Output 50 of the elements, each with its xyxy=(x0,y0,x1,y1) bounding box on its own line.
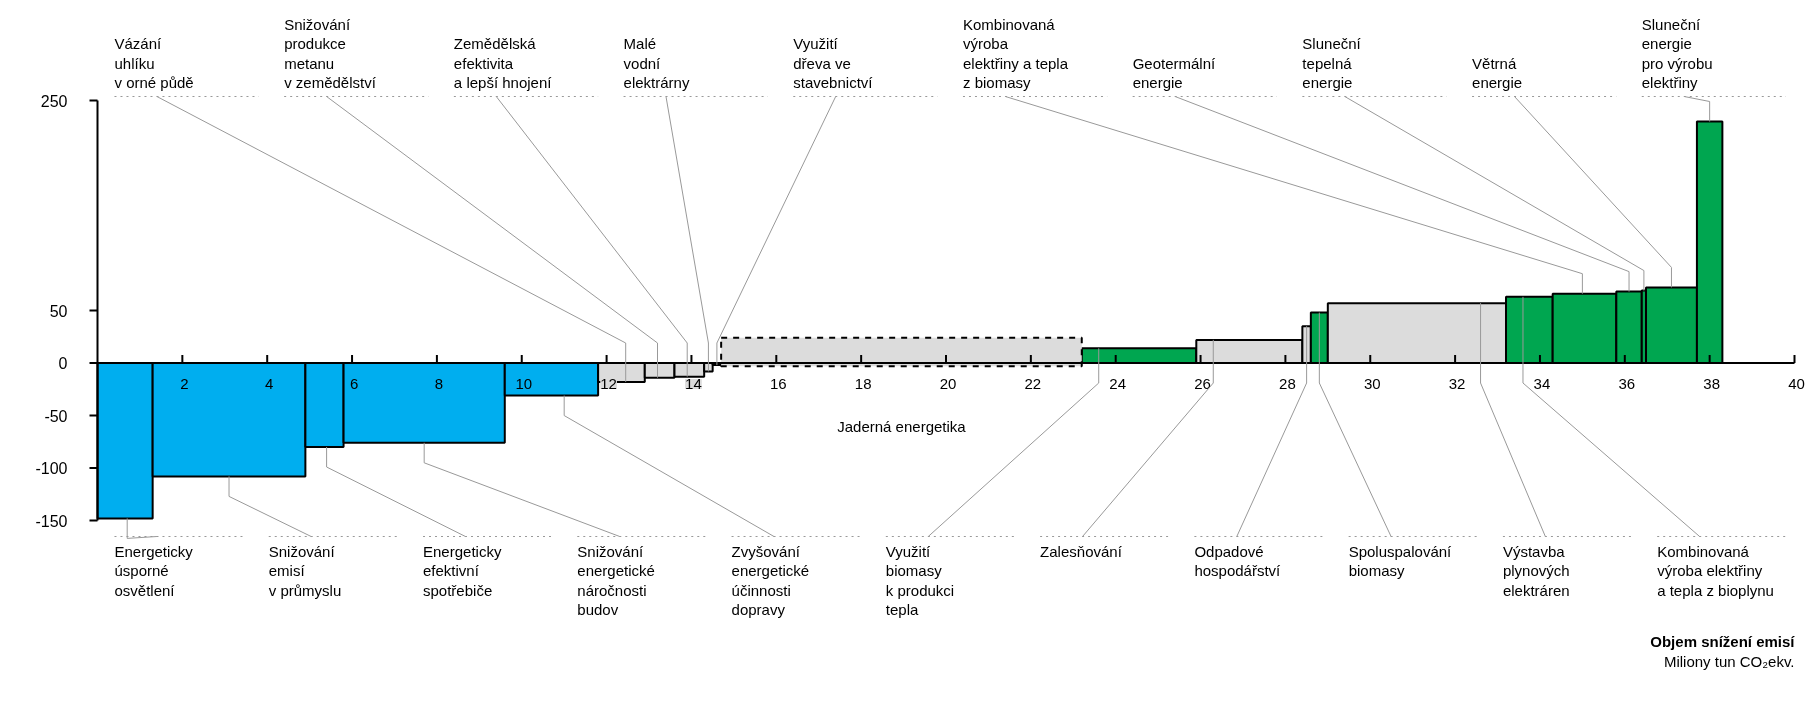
annotation: Větrná energie xyxy=(1472,54,1523,92)
annotation: Geotermální energie xyxy=(1132,54,1217,92)
annotation: Zalesňování xyxy=(1040,542,1123,560)
x-tick-label: 12 xyxy=(600,375,617,392)
annotation: Sluneční energie pro výrobu elektřiny xyxy=(1641,15,1713,92)
y-tick-label: 50 xyxy=(49,302,68,320)
annotation: Využití dřeva ve stavebnictví xyxy=(793,35,874,92)
x-tick-label: 2 xyxy=(180,375,189,392)
annotation: Energeticky úsporné osvětlení xyxy=(114,542,194,599)
annotation: Spoluspalování biomasy xyxy=(1348,542,1453,580)
annotation: Snižování emisí v průmyslu xyxy=(268,542,342,599)
text: Objem snížení emisí xyxy=(1650,632,1796,650)
y-tick-label: -100 xyxy=(35,460,68,477)
annotation: Zvyšování energetické účinnosti dopravy xyxy=(731,542,810,619)
x-tick-label: 26 xyxy=(1194,375,1211,392)
annotation: Odpadové hospodářství xyxy=(1194,542,1282,580)
annotation: Snižování energetické náročnosti budov xyxy=(577,542,655,619)
y-tick-label: 0 xyxy=(58,355,68,372)
annotation: Výstavba plynových elektráren xyxy=(1502,542,1570,599)
x-tick-label: 4 xyxy=(265,375,274,392)
y-tick-label: -150 xyxy=(35,512,68,530)
x-tick-label: 38 xyxy=(1703,375,1720,392)
x-tick-label: 40 xyxy=(1788,375,1805,392)
y-tick-label: -50 xyxy=(44,407,68,425)
x-tick-label: 20 xyxy=(939,375,957,392)
annotation: Kombinovaná výroba elektřiny a tepla z bioplynu xyxy=(1657,542,1774,599)
x-tick-label: 16 xyxy=(769,375,787,392)
x-tick-label: 22 xyxy=(1024,375,1042,392)
x-tick-label: 24 xyxy=(1109,375,1127,392)
annotation: Sluneční tepelná energie xyxy=(1302,35,1362,92)
x-tick-label: 14 xyxy=(685,375,702,392)
x-tick-label: 30 xyxy=(1363,375,1381,392)
annotation: Energeticky efektivní spotřebiče xyxy=(423,542,502,599)
x-tick-label: 28 xyxy=(1279,375,1296,392)
x-tick-label: 36 xyxy=(1618,375,1636,392)
x-tick-label: 6 xyxy=(349,375,359,392)
text: Jaderná energetika xyxy=(837,418,967,436)
x-tick-label: 18 xyxy=(854,375,872,392)
annotation: Vázání uhlíku v orné půdě xyxy=(114,35,194,92)
x-tick-label: 8 xyxy=(434,375,444,392)
annotation: Kombinovaná výroba elektřiny a tepla z biomasy xyxy=(962,15,1069,92)
annotation: Malé vodní elektrárny xyxy=(623,35,690,92)
x-tick-label: 32 xyxy=(1448,375,1466,392)
text: Miliony tun CO₂ekv. xyxy=(1663,652,1795,670)
annotation: Využití biomasy k produkci tepla xyxy=(885,542,955,619)
x-tick-label: 34 xyxy=(1533,375,1551,392)
annotation: Zemědělská efektivita a lepší hnojení xyxy=(453,35,553,92)
y-tick-label: 250 xyxy=(40,92,68,110)
annotation: Snižování produkce metanu v zemědělství xyxy=(284,15,377,92)
x-tick-label: 10 xyxy=(515,375,533,392)
